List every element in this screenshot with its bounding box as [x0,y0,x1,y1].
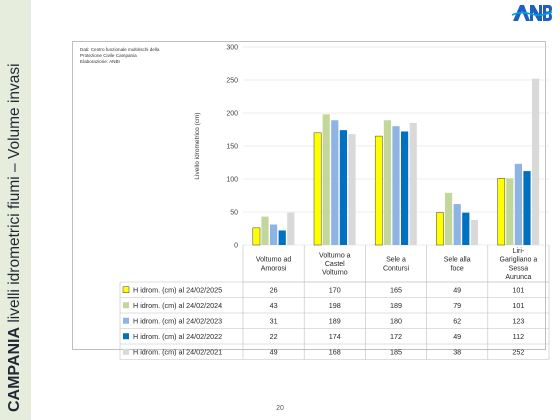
data-label: 101 [512,285,524,294]
bar [348,134,356,245]
legend-label: H idrom. (cm) al 24/02/2025 [133,285,222,294]
y-axis-label: Livello idrometrico (cm) [194,112,201,179]
y-tick-label: 150 [226,144,238,151]
legend-label: H idrom. (cm) al 24/02/2021 [133,347,222,356]
data-label: 43 [270,301,278,310]
y-tick-label: 100 [226,177,238,184]
bar [383,120,391,245]
bar [322,114,330,245]
data-label: 170 [329,285,341,294]
data-label: 31 [270,316,278,325]
bar [278,230,286,245]
category-label: Liri-Garigliano a Sessa Aurunca [500,248,538,281]
data-label: 49 [453,332,461,341]
legend-key [123,348,129,355]
bar [339,130,347,245]
data-label: 26 [270,285,278,294]
category-label: Sele alla foce [444,257,471,273]
data-label: 252 [512,347,524,356]
axes: 0 50 100 150 200 250 300 Livello idrometrico (c… [194,45,238,250]
anbi-logo [511,5,553,21]
category-label: Volturno a Castel Volturno [319,252,351,276]
data-label: 189 [390,301,402,310]
bar [261,216,269,245]
data-label: 79 [453,301,461,310]
y-tick-label: 50 [230,210,238,217]
y-tick-label: 250 [226,78,238,85]
data-label: 189 [329,316,341,325]
y-tick-label: 300 [226,45,238,52]
category-label: Sele a Contursi [383,257,410,273]
bars [252,78,540,246]
bar [409,122,417,245]
data-label: 123 [512,316,524,325]
bar [374,135,383,246]
data-table: Volturno ad Amorosi Volturno a Castel Voltur… [119,245,550,360]
bar [497,178,506,246]
data-label: 174 [329,332,341,341]
bar [462,212,470,245]
bar [514,163,522,245]
legend-label: H idrom. (cm) al 24/02/2023 [133,316,222,325]
data-label: 49 [453,285,461,294]
data-label: 198 [329,301,341,310]
category-label: Volturno ad Amorosi [256,257,292,273]
bar [252,227,261,246]
y-tick-label: 0 [234,243,238,250]
data-label: 22 [270,332,278,341]
data-label: 49 [270,347,278,356]
bar [313,132,322,246]
bar [436,212,444,246]
y-tick-label: 200 [226,111,238,118]
bar [453,204,461,245]
bar [401,131,409,245]
data-label: 101 [512,301,524,310]
bar [506,178,514,245]
sidebar: CAMPANIA livelli idrometrici fiumi – Vol… [0,0,31,420]
bar [532,78,540,246]
legend-label: H idrom. (cm) al 24/02/2022 [133,332,222,341]
bar [523,171,531,245]
bar [392,126,400,245]
legend-key [123,333,129,340]
bar [331,120,339,245]
legend-key [122,286,130,293]
chart-frame [72,41,546,350]
legend-key [123,302,129,309]
bar [470,219,478,245]
data-label: 112 [513,332,524,341]
page-number: 20 [276,405,284,412]
bar [445,192,453,245]
data-label: 165 [390,285,402,294]
legend-label: H idrom. (cm) al 24/02/2024 [133,301,222,310]
data-label: 62 [453,316,461,325]
data-label: 168 [329,347,341,356]
data-label: 180 [390,316,402,325]
legend-key [123,317,129,324]
source-note: Dati: Centro funzionale multirischi dell… [80,47,160,64]
bar [270,224,278,245]
data-label: 185 [390,347,402,356]
bar [287,212,295,245]
data-label: 172 [390,332,402,341]
data-label: 38 [453,347,461,356]
